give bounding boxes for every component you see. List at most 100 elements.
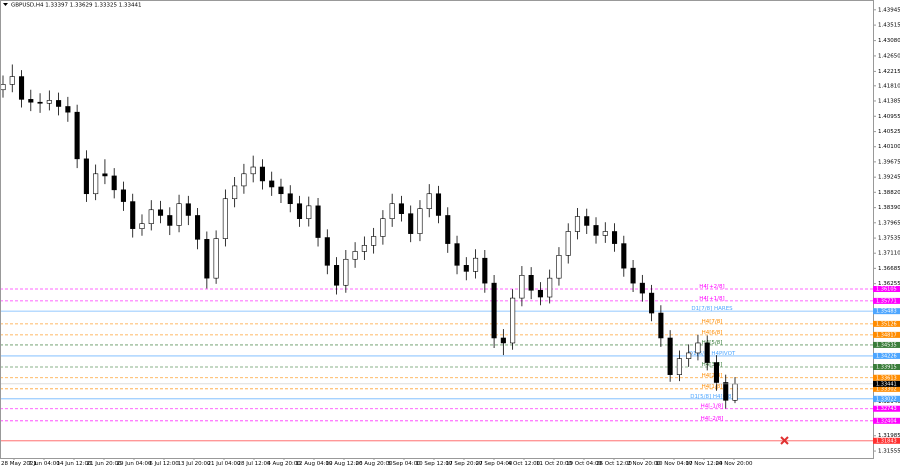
candle-body xyxy=(306,205,312,219)
candle-body xyxy=(676,358,682,375)
candle-body xyxy=(232,185,238,200)
candle-body xyxy=(565,231,571,256)
current-price-label: 1.33441 xyxy=(876,381,897,387)
level-label: D1[5/8] H4[0/8] xyxy=(690,394,733,400)
x-tick-label: 6 Jul 12:00 xyxy=(149,461,179,467)
level-label: H4[2/8] xyxy=(702,373,723,379)
candle-body xyxy=(519,274,525,299)
y-tick-label: 1.37965 xyxy=(878,220,900,226)
candle-body xyxy=(139,223,145,229)
x-tick-label: 11 Oct 20:00 xyxy=(536,461,572,467)
chart-title: GBPUSD,H4 1.33397 1.33629 1.33325 1.3344… xyxy=(11,3,141,9)
candle-body xyxy=(463,265,469,272)
candle-body xyxy=(435,193,442,216)
candle-body xyxy=(315,205,321,238)
candle-body xyxy=(250,166,256,175)
candle-body xyxy=(9,76,15,85)
level-label: D1[6/8] H4PIVOT xyxy=(689,351,736,357)
candle-body xyxy=(361,245,367,252)
candle-body xyxy=(222,198,228,239)
x-tick-label: 19 Aug 12:00 xyxy=(325,461,363,467)
candle-body xyxy=(102,173,108,177)
level-label: H4[5/8] xyxy=(702,340,723,346)
x-tick-label: 2 Nov 20:00 xyxy=(627,461,661,467)
level-price-box xyxy=(873,341,900,348)
x-tick-label: 13 Jul 20:00 xyxy=(178,461,211,467)
candle-body xyxy=(111,175,117,191)
candle-body xyxy=(500,337,506,344)
candle-body xyxy=(602,231,608,236)
candle-body xyxy=(510,297,516,344)
candle-body xyxy=(621,243,627,269)
candle-body xyxy=(473,257,479,272)
y-tick-label: 1.36255 xyxy=(878,281,900,287)
y-tick-label: 1.43080 xyxy=(878,38,900,44)
x-tick-label: 3 Sep 04:00 xyxy=(387,461,421,467)
level-price-label: 1.33613 xyxy=(876,375,897,381)
x-tick-label: 27 Sep 04:00 xyxy=(476,461,513,467)
candle-body xyxy=(195,215,201,240)
candle-body xyxy=(56,100,62,107)
level-price-label: 1.32743 xyxy=(876,406,897,412)
candle-body xyxy=(408,213,414,234)
candle-body xyxy=(630,267,636,284)
level-label: H4[+1/8] xyxy=(699,296,724,302)
candle-body xyxy=(334,265,340,286)
candle-body xyxy=(556,255,562,279)
y-tick-label: 1.42215 xyxy=(878,69,900,75)
level-label: H4[7/8] xyxy=(702,319,723,325)
x-tick-label: 17 Sep 20:00 xyxy=(446,461,483,467)
candle-body xyxy=(482,257,488,284)
level-price-box xyxy=(873,286,900,293)
candle-body xyxy=(732,383,738,401)
y-tick-label: 1.39245 xyxy=(878,175,900,181)
level-price-box xyxy=(873,364,900,371)
x-tick-label: 10 Nov 04:00 xyxy=(655,461,693,467)
candle-body xyxy=(120,189,127,202)
x-tick-label: 28 Jul 12:00 xyxy=(238,461,271,467)
candle-body xyxy=(83,158,89,195)
candle-body xyxy=(584,216,590,226)
y-tick-label: 1.38820 xyxy=(878,190,900,196)
candle-body xyxy=(176,203,182,226)
y-tick-label: 1.38390 xyxy=(878,205,900,211)
y-tick-label: 1.36685 xyxy=(878,266,900,272)
candle-body xyxy=(380,218,386,237)
candle-body xyxy=(259,166,265,182)
level-label: H4[-2/8] xyxy=(701,416,724,422)
y-tick-label: 1.41810 xyxy=(878,83,900,89)
candle-body xyxy=(398,203,404,214)
level-price-box xyxy=(873,331,900,338)
x-tick-label: 21 Jun 20:00 xyxy=(87,461,122,467)
close-icon[interactable] xyxy=(780,436,789,445)
candle-body xyxy=(454,243,460,266)
candle-body xyxy=(611,231,618,244)
candle-body xyxy=(130,201,136,229)
candle-body xyxy=(371,236,377,246)
candle-body xyxy=(93,173,99,195)
candle-body xyxy=(686,352,692,359)
plot-border xyxy=(0,0,874,459)
candle-body xyxy=(713,362,720,383)
candle-body xyxy=(269,180,275,188)
level-price-box xyxy=(873,405,900,412)
candle-body xyxy=(46,100,52,104)
level-price-label: 1.33915 xyxy=(876,365,897,371)
y-tick-label: 1.31985 xyxy=(878,433,900,439)
level-label: H4[-1/8] xyxy=(701,404,724,410)
candle-body xyxy=(695,342,701,354)
plot-area: H4[+2/8] H4[+1/8] D1[7/8] HARES H4[7/8] H4[6… xyxy=(0,64,873,442)
candle-body xyxy=(296,203,303,219)
candle-body xyxy=(593,225,599,236)
level-label: H4[6/8] xyxy=(702,330,723,336)
level-label: H4[1/8] xyxy=(702,384,723,390)
x-tick-label: 21 Jul 04:00 xyxy=(208,461,241,467)
level-price-label: 1.35483 xyxy=(876,309,897,315)
level-price-box xyxy=(873,297,900,304)
x-tick-label: 26 Oct 12:00 xyxy=(596,461,632,467)
level-price-label: 1.32404 xyxy=(876,418,897,424)
y-tick-label: 1.42650 xyxy=(878,53,900,59)
candle-body xyxy=(157,209,164,216)
symbol-menu-icon[interactable] xyxy=(3,3,8,6)
